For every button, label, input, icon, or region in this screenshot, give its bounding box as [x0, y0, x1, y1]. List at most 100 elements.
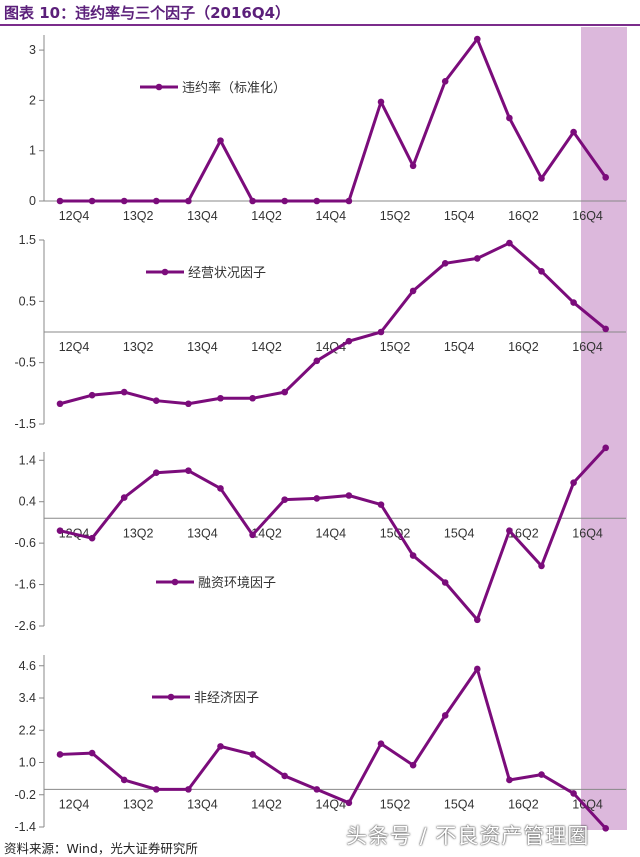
x-tick-label: 14Q4	[316, 526, 347, 540]
figure-title: 图表 10：违约率与三个因子（2016Q4）	[4, 4, 291, 22]
legend-swatch-marker	[167, 693, 175, 701]
data-point	[441, 260, 449, 267]
data-point	[217, 137, 224, 144]
y-tick-label: 2.2	[19, 723, 36, 737]
legend-label: 经营状况因子	[188, 266, 266, 281]
data-point	[602, 325, 609, 333]
data-point	[570, 790, 577, 797]
y-tick-label: -0.6	[14, 536, 36, 550]
data-point	[474, 665, 481, 673]
x-tick-label: 16Q4	[572, 209, 603, 223]
data-point	[120, 494, 128, 501]
y-tick-label: 1.4	[19, 453, 36, 467]
data-point	[345, 492, 353, 499]
panel-1: 0 1 2 3 12Q4 13Q2 13Q4 14Q2 14Q4 15Q2 15Q4 16Q2 16Q4…	[29, 35, 626, 223]
x-tick-label: 16Q4	[572, 340, 603, 354]
watermark: 头条号 / 不良资产管理圈	[346, 824, 590, 848]
x-tick-label: 13Q2	[123, 797, 154, 811]
data-point	[56, 527, 64, 535]
y-tick-label: 0.5	[19, 294, 36, 308]
data-point	[56, 751, 64, 758]
data-point	[409, 162, 417, 170]
x-tick-label: 15Q2	[380, 340, 411, 354]
data-point	[185, 197, 192, 205]
data-point	[249, 531, 256, 539]
data-point	[570, 299, 577, 306]
data-point	[217, 485, 224, 492]
y-tick-label: 1.5	[19, 233, 36, 247]
data-point	[88, 197, 96, 205]
y-tick-label: 0.4	[19, 495, 36, 509]
data-point	[345, 337, 353, 345]
y-tick-label: 1	[29, 144, 36, 158]
data-point	[120, 776, 128, 784]
data-point	[474, 255, 481, 262]
data-point	[506, 114, 513, 122]
panel-4: -1.4 -0.2 1.0 2.2 3.4 4.6 12Q4 13Q2 13Q4 14Q2 14Q4…	[14, 655, 626, 834]
x-tick-label: 16Q2	[508, 797, 539, 811]
series-line	[59, 446, 607, 622]
data-point	[538, 267, 545, 275]
series-line	[59, 241, 607, 406]
x-tick-label: 13Q2	[123, 526, 154, 540]
data-point	[217, 743, 224, 750]
y-tick-label: 3	[29, 43, 36, 57]
data-point	[474, 616, 481, 624]
data-point	[409, 761, 417, 769]
data-point	[153, 197, 160, 205]
data-point	[88, 749, 96, 757]
x-tick-label: 16Q4	[572, 526, 603, 540]
data-point	[281, 197, 289, 205]
x-tick-label: 13Q4	[187, 340, 218, 354]
data-point	[441, 77, 449, 85]
title-rule	[0, 24, 640, 26]
data-point	[88, 534, 96, 542]
data-point	[313, 786, 321, 793]
y-tick-label: 2	[29, 93, 36, 107]
x-tick-label: 12Q4	[59, 797, 90, 811]
data-point	[120, 197, 128, 205]
data-point	[602, 825, 609, 832]
x-tick-label: 15Q4	[444, 797, 475, 811]
x-tick-label: 15Q4	[444, 340, 475, 354]
y-tick-label: 1.0	[19, 756, 36, 770]
data-point	[281, 496, 289, 503]
data-point	[602, 444, 609, 452]
x-tick-label: 15Q4	[444, 209, 475, 223]
x-tick-label: 14Q2	[251, 797, 282, 811]
data-point	[153, 397, 160, 404]
x-tick-label: 14Q2	[251, 340, 282, 354]
data-point	[409, 552, 417, 559]
x-tick-label: 14Q4	[316, 340, 347, 354]
y-tick-label: 4.6	[19, 659, 36, 673]
data-point	[474, 35, 481, 43]
data-point	[506, 527, 513, 535]
source-note: 资料来源：Wind，光大证券研究所	[4, 841, 198, 856]
data-point	[506, 776, 513, 784]
data-point	[570, 479, 577, 486]
data-point	[313, 495, 321, 502]
data-point	[345, 799, 353, 807]
highlight-band	[581, 27, 627, 830]
data-point	[570, 128, 577, 136]
x-tick-label: 15Q2	[380, 797, 411, 811]
y-tick-label: -0.5	[14, 356, 36, 370]
data-point	[441, 579, 449, 586]
x-tick-label: 12Q4	[59, 340, 90, 354]
data-point	[377, 501, 385, 508]
legend-label: 融资环境因子	[198, 576, 276, 591]
series-line	[59, 667, 607, 830]
data-point	[120, 388, 128, 396]
x-tick-label: 13Q2	[123, 340, 154, 354]
data-point	[377, 328, 385, 336]
data-point	[441, 712, 449, 719]
x-tick-label: 12Q4	[59, 209, 90, 223]
data-point	[313, 357, 321, 365]
x-tick-label: 13Q4	[187, 797, 218, 811]
data-point	[249, 394, 256, 402]
y-tick-label: 3.4	[19, 691, 36, 705]
x-tick-label: 13Q2	[123, 209, 154, 223]
data-point	[153, 786, 160, 793]
x-tick-label: 16Q2	[508, 340, 539, 354]
